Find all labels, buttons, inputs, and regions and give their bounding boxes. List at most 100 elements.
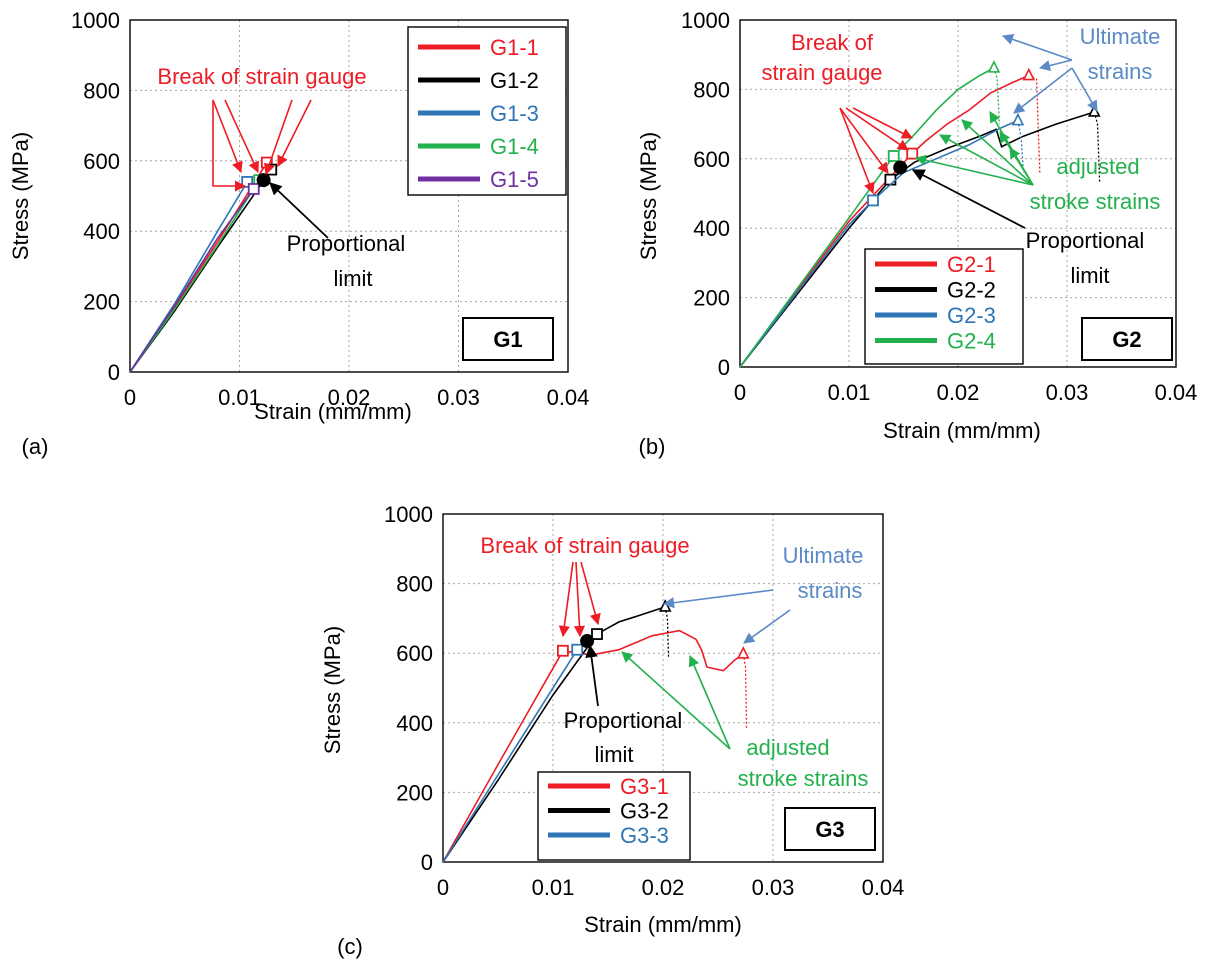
panel-c-break-arrow	[558, 561, 574, 638]
panel-a-series-line-G1-5	[129, 188, 255, 373]
panel-a-break-arrow	[212, 100, 247, 192]
panel-b-group-label: G2	[1112, 327, 1141, 352]
panel-b-ultimate-marker-G2-3	[1011, 112, 1025, 126]
panel-b-ultimate-arrow	[1071, 67, 1098, 112]
panel-c-legend-label-G3-3: G3-3	[620, 823, 669, 848]
panel-c-annotation-proportional: Proportional	[564, 708, 683, 733]
panel-c-break-marker-G3-3	[571, 643, 584, 656]
panel-b-y-tick-label: 400	[693, 216, 730, 241]
panel-c-break-arrow	[580, 561, 601, 626]
panel-c-annotation-adjusted: adjusted	[746, 735, 829, 760]
panel-c-annotation-limit: limit	[594, 742, 633, 767]
panel-a-proportional-arrow	[269, 182, 329, 239]
panel-b-annotation-limit: limit	[1070, 263, 1109, 288]
panel-c-label: (c)	[337, 934, 363, 959]
panel-b-y-axis-label: Stress (MPa)	[636, 132, 661, 260]
panel-c-x-tick-label: 0.01	[532, 875, 575, 900]
panel-a-break-arrow	[212, 99, 243, 174]
panel-a-annotation-break: Break of strain gauge	[157, 64, 366, 89]
panel-b-series-line-G2-4	[739, 67, 995, 368]
panel-b-x-axis-label: Strain (mm/mm)	[883, 418, 1041, 443]
panel-b-adjusted-arrow	[939, 134, 1034, 186]
panel-a-y-tick-label: 800	[83, 78, 120, 103]
panel-a-legend-label-G1-5: G1-5	[490, 167, 539, 192]
panel-c-x-tick-label: 0.04	[862, 875, 905, 900]
panel-b-series-tail-G2-3	[1017, 120, 1025, 173]
panel-a-legend-label-G1-4: G1-4	[490, 134, 539, 159]
panel-b-ultimate-arrow	[1013, 67, 1073, 114]
panel-c-x-axis-label: Strain (mm/mm)	[584, 912, 742, 937]
panel-a-y-tick-label: 600	[83, 149, 120, 174]
panel-c-break-arrow	[573, 561, 586, 638]
panel-b-legend-label-G2-2: G2-2	[947, 278, 996, 303]
panel-c-legend-label-G3-1: G3-1	[620, 774, 669, 799]
panel-c-y-tick-label: 600	[396, 641, 433, 666]
panel-b-x-tick-label: 0.01	[828, 380, 871, 405]
panel-c-annotation-strains: strains	[798, 578, 863, 603]
panel-a-break-arrow	[224, 99, 259, 174]
panel-c-annotation-ultimate: Ultimate	[783, 543, 864, 568]
panel-a-legend-label-G1-1: G1-1	[490, 35, 539, 60]
panel-a-break-marker-G1-5	[247, 183, 260, 195]
panel-a-y-axis-label: Stress (MPa)	[8, 132, 33, 260]
panel-b-series-line-G2-1	[739, 74, 1030, 368]
panel-b-ultimate-marker-G2-4	[987, 60, 1001, 73]
panel-a-break-arrow	[277, 99, 312, 168]
panel-a-annotation-limit: limit	[333, 266, 372, 291]
panel-c-series-tail-G3-2	[664, 606, 670, 657]
panel-b-y-tick-label: 600	[693, 147, 730, 172]
panel-c-break-marker-G3-1	[557, 644, 569, 657]
panel-c-y-tick-label: 0	[421, 850, 433, 875]
panel-b-proportional-limit-point	[893, 160, 908, 175]
panel-c-ultimate-marker-G3-1	[737, 646, 750, 659]
panel-b-series-tail-G2-1	[1028, 74, 1041, 173]
panel-a-y-tick-label: 0	[108, 360, 120, 385]
panel-a-y-tick-label: 1000	[71, 8, 120, 33]
panel-b-annotation-ultimate: Ultimate	[1080, 24, 1161, 49]
panel-b-break-marker-G2-1	[906, 147, 919, 160]
panel-c-y-axis-label: Stress (MPa)	[320, 626, 345, 754]
panel-b-annotation-gauge: strain gauge	[761, 60, 882, 85]
panel-b-annotation-strains: strains	[1088, 59, 1153, 84]
panel-c-legend-label-G3-2: G3-2	[620, 799, 669, 824]
panel-c-x-tick-label: 0	[437, 875, 449, 900]
panel-b-y-tick-label: 800	[693, 77, 730, 102]
panel-b-x-tick-label: 0.02	[937, 380, 980, 405]
panel-a-group-label: G1	[493, 327, 522, 352]
panel-a-x-axis-label: Strain (mm/mm)	[254, 399, 412, 424]
panel-b-proportional-arrow	[911, 169, 1026, 229]
panel-c-group-box	[784, 807, 876, 851]
panel-b-break-marker-G2-4	[887, 150, 900, 162]
panel-a-legend-label-G1-2: G1-2	[490, 68, 539, 93]
panel-a-annotation-proportional: Proportional	[287, 231, 406, 256]
panel-a-y-tick-label: 200	[83, 290, 120, 315]
panel-c-ultimate-arrow	[743, 609, 791, 644]
panel-c-ultimate-arrow	[662, 589, 774, 609]
panel-c-proportional-arrow	[585, 644, 599, 707]
panel-b-y-tick-label: 0	[718, 355, 730, 380]
panel-c-proportional-limit-point	[580, 634, 595, 649]
panel-b-label: (b)	[639, 434, 666, 459]
panel-b-break-arrow	[839, 107, 875, 195]
panel-a-series-line-G1-3	[129, 181, 248, 373]
panel-c-adjusted-arrow	[621, 651, 731, 750]
panel-b-ultimate-marker-G2-1	[1022, 67, 1036, 81]
panel-b-group-box	[1081, 317, 1173, 361]
panel-b-break-marker-G2-3	[867, 194, 879, 207]
panel-b-plot-frame	[739, 19, 1177, 368]
panel-b-series-line-G2-2	[739, 111, 1095, 368]
panel-a-x-tick-label: 0.03	[437, 385, 480, 410]
panel-c-ultimate-marker-G3-2	[658, 599, 672, 612]
panel-c-adjusted-arrow	[688, 654, 731, 750]
panel-c-annotation-stroke: stroke strains	[738, 766, 869, 791]
panel-c-annotation-break: Break of strain gauge	[480, 533, 689, 558]
panel-a-group-box	[462, 317, 554, 361]
panel-a-x-tick-label: 0	[124, 385, 136, 410]
panel-c-x-tick-label: 0.02	[642, 875, 685, 900]
panel-c-y-tick-label: 200	[396, 780, 433, 805]
panel-b-legend-label-G2-3: G2-3	[947, 303, 996, 328]
panel-b-legend	[864, 248, 1024, 365]
panel-a-series-line-G1-4	[129, 179, 260, 373]
panel-b-x-tick-label: 0.03	[1046, 380, 1089, 405]
panel-b-x-tick-label: 0.04	[1155, 380, 1198, 405]
